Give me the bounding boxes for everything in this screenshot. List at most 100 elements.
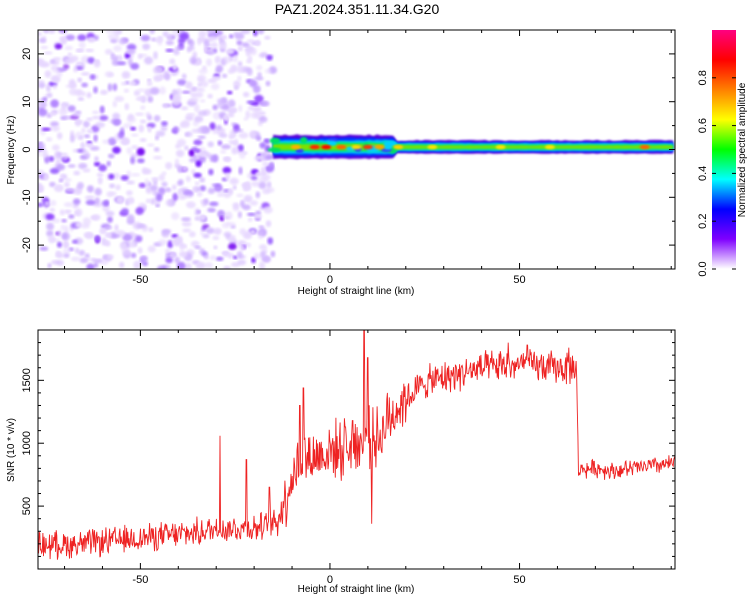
noise-speckle [204, 254, 209, 260]
noise-speckle [171, 234, 178, 238]
noise-speckle [161, 121, 168, 126]
signal-hotspot [321, 144, 332, 150]
noise-speckle [77, 182, 84, 190]
signal-blotch [295, 148, 304, 154]
noise-speckle [206, 50, 215, 56]
noise-speckle [99, 89, 108, 95]
noise-speckle [104, 232, 112, 237]
signal-blotch [267, 147, 281, 152]
noise-speckle [148, 227, 154, 232]
noise-speckle [223, 114, 228, 121]
x-tick-label: 0 [327, 274, 333, 286]
noise-speckle [212, 111, 222, 120]
noise-speckle [193, 149, 201, 153]
noise-speckle [126, 43, 137, 51]
noise-speckle [93, 86, 98, 94]
noise-speckle [94, 235, 101, 243]
noise-speckle [223, 251, 229, 257]
noise-speckle [109, 183, 116, 189]
noise-speckle [223, 231, 232, 238]
noise-speckle [142, 43, 151, 50]
noise-speckle [55, 43, 62, 50]
noise-speckle [172, 64, 178, 71]
noise-speckle [136, 224, 147, 229]
colorbar-tick-label: 0.4 [697, 166, 709, 181]
noise-speckle [221, 73, 228, 78]
noise-speckle [38, 108, 48, 117]
noise-speckle [96, 172, 104, 177]
noise-speckle [121, 81, 127, 86]
noise-speckle [264, 35, 271, 40]
noise-speckle [81, 91, 86, 97]
noise-speckle [126, 196, 135, 205]
noise-speckle [172, 184, 177, 191]
noise-speckle [87, 37, 96, 43]
noise-speckle [237, 259, 247, 266]
noise-speckle [197, 126, 207, 134]
noise-speckle [189, 97, 199, 102]
noise-speckle [233, 255, 238, 260]
noise-speckle [112, 112, 121, 120]
noise-speckle [70, 256, 81, 262]
noise-speckle [245, 50, 251, 57]
noise-speckle [137, 88, 146, 92]
noise-speckle [228, 134, 235, 140]
noise-speckle [179, 242, 185, 249]
colorbar-label: Normalized spectral amplitude [737, 82, 748, 217]
signal-line [267, 134, 674, 160]
noise-speckle [93, 202, 103, 208]
noise-speckle [61, 232, 71, 241]
noise-speckle [125, 190, 133, 196]
noise-speckle [72, 112, 82, 117]
noise-speckle [214, 55, 221, 64]
noise-speckle [172, 126, 179, 135]
noise-speckle [139, 138, 147, 142]
noise-speckle [233, 80, 241, 88]
noise-speckle [223, 56, 232, 64]
noise-speckle [43, 30, 49, 34]
noise-speckle [208, 36, 217, 42]
noise-speckle [240, 30, 251, 35]
noise-speckle [227, 112, 235, 118]
noise-speckle [175, 149, 185, 158]
noise-speckle [140, 34, 151, 42]
signal-blotch [327, 140, 337, 146]
noise-speckle [130, 62, 140, 70]
noise-speckle [234, 138, 239, 147]
noise-speckle [204, 262, 213, 269]
noise-speckle [56, 241, 63, 248]
noise-speckle [232, 185, 237, 190]
spectrogram-xlabel: Height of straight line (km) [298, 286, 415, 297]
noise-speckle [194, 181, 200, 186]
signal-blotch [300, 137, 308, 144]
noise-speckle [76, 48, 84, 53]
noise-speckle [43, 51, 53, 55]
noise-speckle [242, 151, 248, 155]
noise-speckle [199, 177, 206, 183]
y-tick-label: -10 [21, 189, 33, 205]
noise-speckle [128, 241, 136, 248]
noise-speckle [86, 129, 93, 134]
noise-speckle [103, 254, 108, 259]
noise-speckle [209, 155, 216, 162]
noise-speckle [61, 103, 66, 112]
noise-speckle [177, 179, 184, 186]
noise-speckle [213, 30, 224, 36]
noise-speckle [72, 198, 81, 205]
noise-speckle [82, 168, 91, 173]
noise-speckle [73, 67, 78, 73]
noise-speckle [194, 115, 204, 123]
noise-speckle [228, 235, 236, 242]
noise-speckle [255, 135, 262, 141]
noise-speckle [157, 39, 163, 46]
noise-speckle [251, 257, 256, 264]
noise-speckle [209, 255, 217, 261]
noise-speckle [263, 138, 270, 143]
signal-hotspot [362, 144, 373, 150]
noise-speckle [158, 174, 165, 182]
noise-speckle [86, 140, 93, 145]
noise-speckle [156, 193, 163, 202]
noise-speckle [164, 72, 171, 81]
colorbar: 0.0 0.2 0.4 0.6 0.8 Normalized spectral ampl… [697, 30, 748, 277]
noise-speckle [265, 80, 271, 87]
